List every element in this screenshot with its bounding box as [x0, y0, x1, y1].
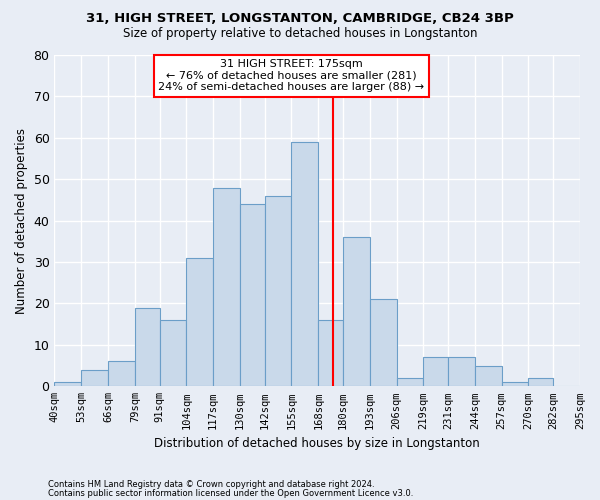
Bar: [160, 320, 187, 386]
X-axis label: Distribution of detached houses by size in Longstanton: Distribution of detached houses by size …: [154, 437, 480, 450]
Bar: [108, 362, 135, 386]
Bar: [265, 196, 292, 386]
Bar: [502, 382, 529, 386]
Bar: [448, 358, 475, 386]
Bar: [397, 378, 424, 386]
Bar: [135, 308, 160, 386]
Bar: [370, 300, 397, 386]
Bar: [81, 370, 108, 386]
Text: 31 HIGH STREET: 175sqm
← 76% of detached houses are smaller (281)
24% of semi-de: 31 HIGH STREET: 175sqm ← 76% of detached…: [158, 59, 425, 92]
Bar: [292, 142, 318, 386]
Bar: [240, 204, 265, 386]
Text: 31, HIGH STREET, LONGSTANTON, CAMBRIDGE, CB24 3BP: 31, HIGH STREET, LONGSTANTON, CAMBRIDGE,…: [86, 12, 514, 26]
Bar: [424, 358, 448, 386]
Text: Contains public sector information licensed under the Open Government Licence v3: Contains public sector information licen…: [48, 490, 413, 498]
Bar: [187, 258, 213, 386]
Bar: [55, 382, 81, 386]
Y-axis label: Number of detached properties: Number of detached properties: [15, 128, 28, 314]
Bar: [475, 366, 502, 386]
Bar: [529, 378, 553, 386]
Text: Contains HM Land Registry data © Crown copyright and database right 2024.: Contains HM Land Registry data © Crown c…: [48, 480, 374, 489]
Text: Size of property relative to detached houses in Longstanton: Size of property relative to detached ho…: [123, 28, 477, 40]
Bar: [318, 320, 343, 386]
Bar: [213, 188, 240, 386]
Bar: [343, 237, 370, 386]
